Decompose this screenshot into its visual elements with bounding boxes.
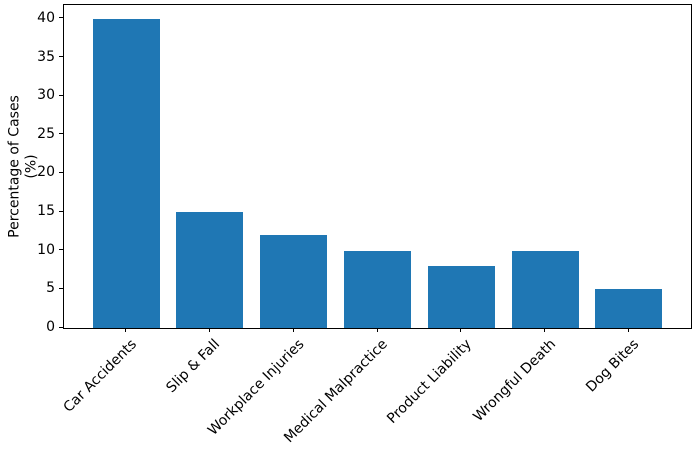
y-tick-label: 40 — [37, 9, 55, 26]
y-tick-label: 30 — [37, 87, 55, 104]
y-tick-mark — [59, 249, 63, 251]
y-tick-label: 5 — [46, 280, 55, 297]
x-tick-label: Wrongful Death — [470, 336, 559, 426]
y-tick-label: 35 — [37, 48, 55, 65]
y-tick-mark — [59, 133, 63, 135]
bar-dog-bites — [595, 289, 663, 328]
x-tick-mark — [376, 328, 378, 332]
bar-product-liability — [427, 266, 495, 328]
bar-car-accidents — [92, 18, 160, 328]
x-tick-label: Slip & Fall — [163, 336, 224, 397]
bar-slip-fall — [176, 212, 244, 328]
y-tick-label: 25 — [37, 125, 55, 142]
bar-workplace-injuries — [260, 235, 328, 328]
y-tick-mark — [59, 94, 63, 96]
y-tick-label: 0 — [46, 319, 55, 335]
x-tick-mark — [208, 328, 210, 332]
x-tick-mark — [125, 328, 127, 332]
y-tick-mark — [59, 171, 63, 173]
x-tick-mark — [627, 328, 629, 332]
bar-medical-malpractice — [343, 250, 412, 328]
y-axis-label: Percentage of Cases (%) — [6, 95, 40, 238]
x-tick-mark — [292, 328, 294, 332]
bar-wrongful-death — [511, 250, 579, 328]
y-tick-label: 20 — [37, 164, 55, 181]
x-tick-mark — [544, 328, 546, 332]
y-tick-mark — [59, 326, 63, 328]
x-tick-label: Car Accidents — [60, 336, 140, 416]
x-tick-label: Dog Bites — [583, 336, 643, 396]
plot-area — [63, 4, 692, 329]
y-tick-label: 15 — [37, 203, 55, 220]
y-tick-mark — [59, 17, 63, 19]
y-tick-mark — [59, 56, 63, 58]
x-tick-mark — [460, 328, 462, 332]
y-tick-mark — [59, 287, 63, 289]
x-tick-label: Product Liability — [384, 336, 475, 427]
y-tick-label: 10 — [37, 241, 55, 258]
y-tick-mark — [59, 210, 63, 212]
